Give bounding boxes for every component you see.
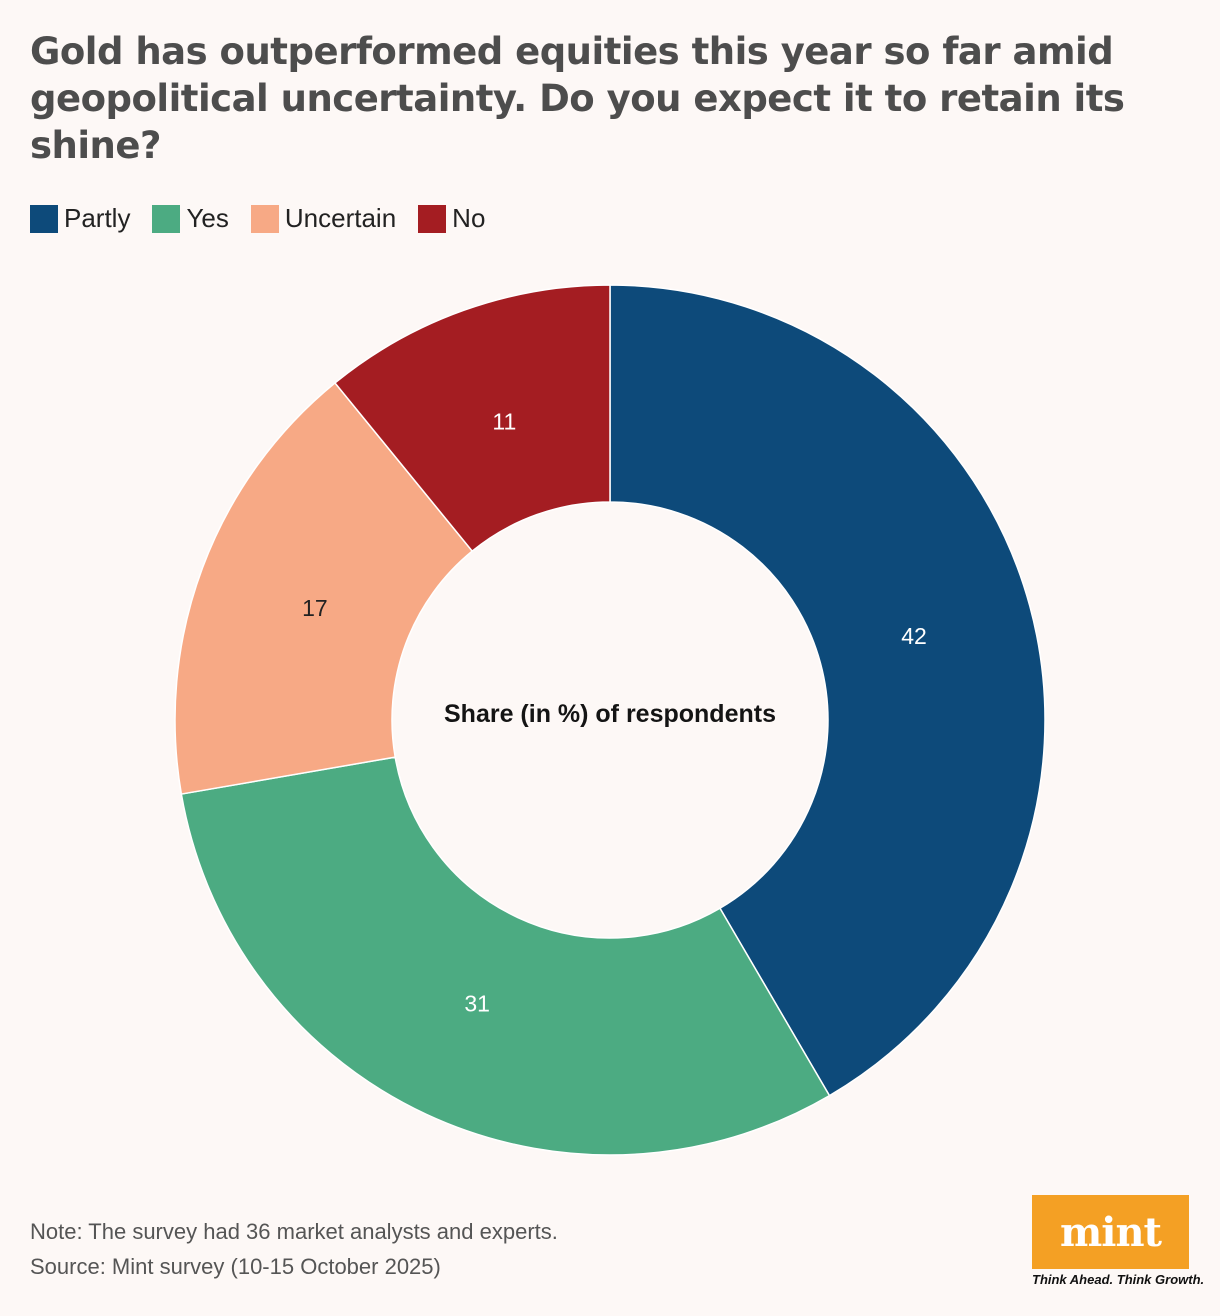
data-label-uncertain: 17 — [302, 595, 328, 621]
legend-item-no: No — [418, 203, 485, 234]
legend-item-uncertain: Uncertain — [250, 203, 397, 234]
mint-logo-text: mint — [1059, 1208, 1162, 1256]
donut-slice-yes — [180, 756, 831, 1156]
data-label-yes: 31 — [464, 991, 490, 1017]
legend-label-uncertain: Uncertain — [284, 203, 397, 233]
legend-swatch-yes — [152, 204, 181, 233]
legend-swatch-partly — [30, 204, 58, 233]
footer-note: Note: The survey had 36 market analysts … — [30, 1219, 558, 1244]
legend-swatch-no — [418, 204, 447, 233]
legend-item-partly: Partly — [30, 203, 130, 234]
legend-label-no: No — [452, 203, 486, 233]
footer: Note: The survey had 36 market analysts … — [30, 1214, 558, 1284]
brand-tagline: Think Ahead. Think Growth. — [1032, 1272, 1205, 1287]
legend-label-partly: Partly — [64, 203, 131, 233]
chart-title: Gold has outperformed equities this year… — [30, 30, 1125, 167]
donut-slice-uncertain — [174, 381, 474, 795]
mint-logo: mint — [1032, 1195, 1189, 1269]
donut-center-label: Share (in %) of respondents — [444, 700, 776, 728]
donut-slice-partly — [609, 284, 1046, 1097]
legend-label-yes: Yes — [186, 203, 229, 233]
legend-item-yes: Yes — [152, 203, 229, 234]
legend: Partly Yes Uncertain No — [30, 203, 485, 234]
data-label-partly: 42 — [901, 623, 927, 649]
donut-slice-no — [333, 284, 611, 553]
footer-source: Source: Mint survey (10-15 October 2025) — [30, 1254, 441, 1279]
data-label-no: 11 — [492, 408, 516, 434]
legend-swatch-uncertain — [250, 204, 279, 233]
